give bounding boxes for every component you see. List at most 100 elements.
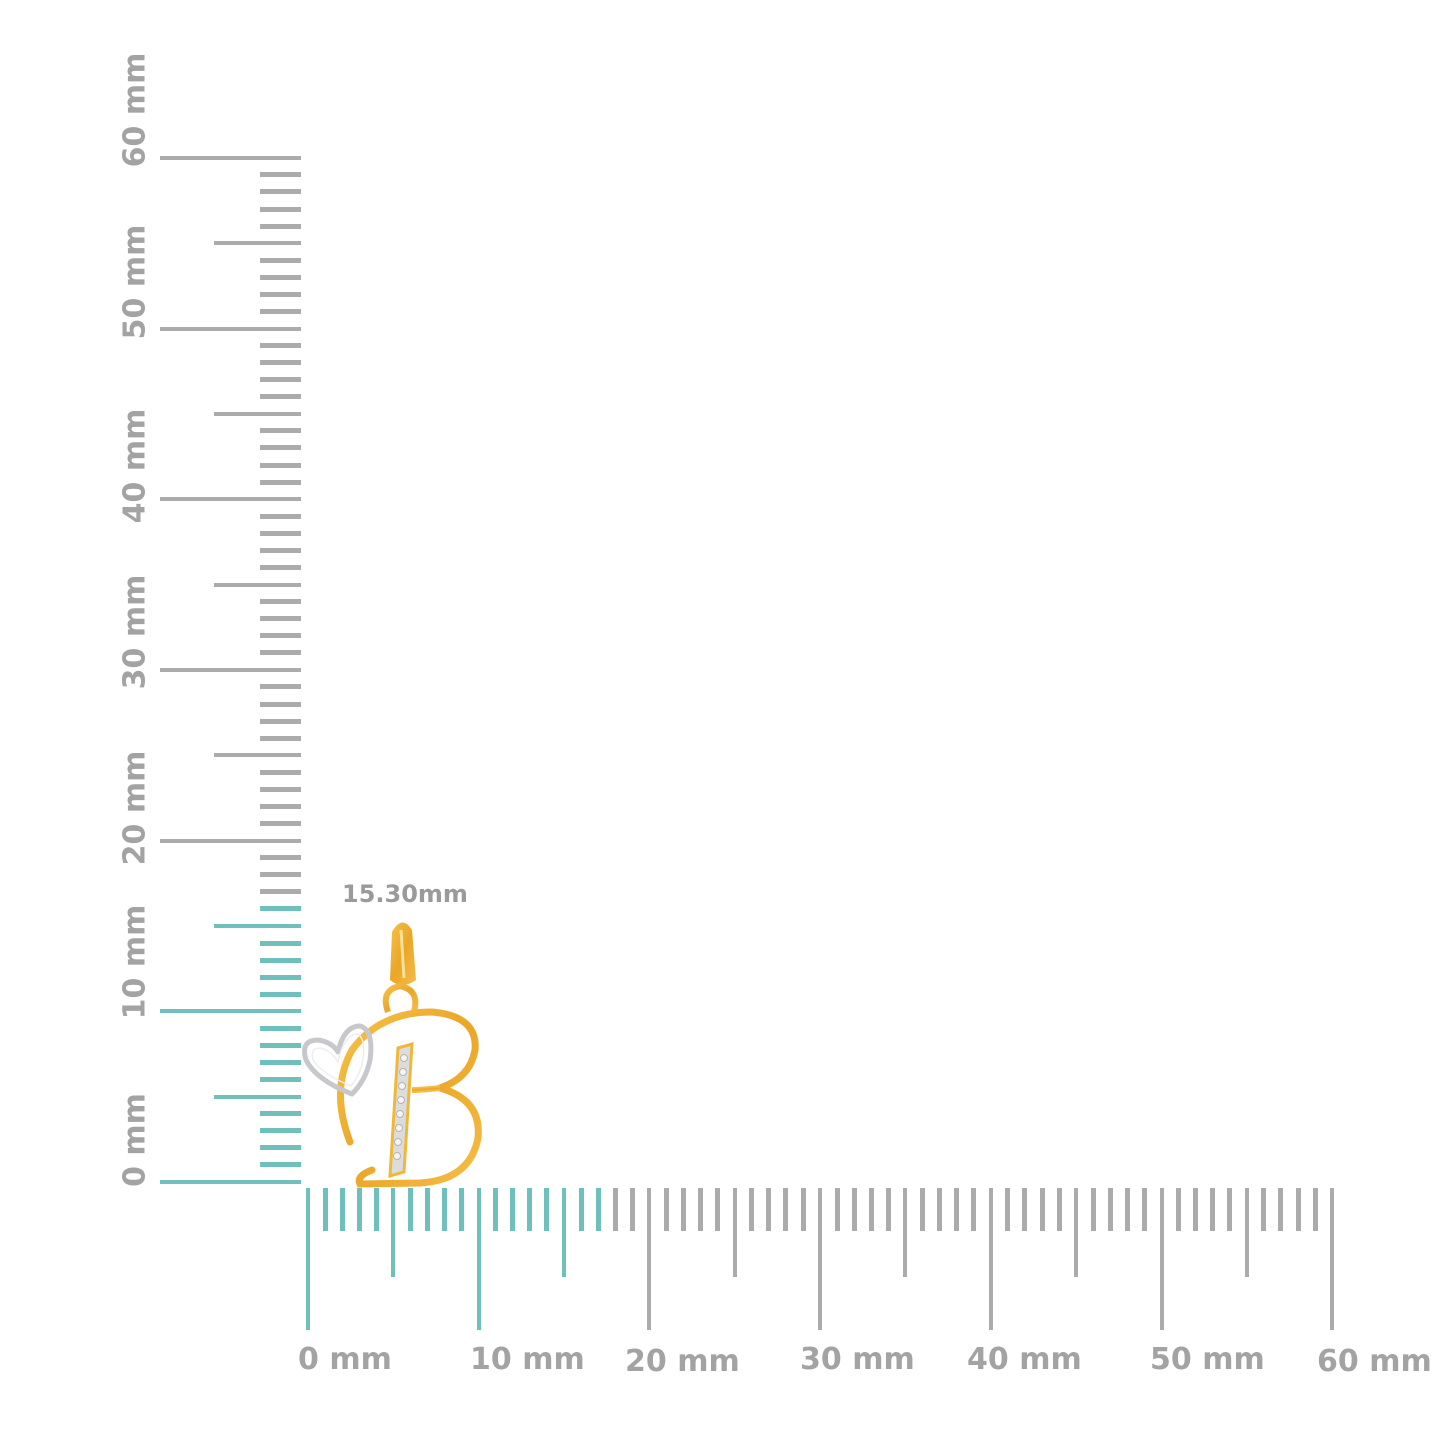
horizontal-tick-17mm: [595, 1188, 601, 1231]
horizontal-tick-28mm: [783, 1188, 789, 1231]
vertical-tick-34mm: [260, 599, 301, 605]
horizontal-tick-1mm: [322, 1188, 328, 1231]
heart-charm: [302, 1023, 374, 1097]
vertical-tick-22mm: [260, 803, 301, 809]
horizontal-tick-57mm: [1278, 1188, 1284, 1231]
vertical-tick-32mm: [260, 633, 301, 639]
vertical-tick-16mm: [260, 906, 301, 912]
vertical-tick-39mm: [260, 513, 301, 519]
horizontal-tick-58mm: [1295, 1188, 1301, 1231]
horizontal-label-40: 40 mm: [967, 1342, 1082, 1377]
vertical-tick-56mm: [260, 223, 301, 229]
size-measurement-label: 15.30mm: [342, 880, 468, 908]
vertical-tick-54mm: [260, 257, 301, 263]
vertical-tick-35mm: [214, 582, 301, 587]
vertical-tick-25mm: [214, 753, 301, 758]
vertical-tick-10mm: [160, 1009, 301, 1014]
horizontal-tick-41mm: [1005, 1188, 1011, 1231]
horizontal-tick-56mm: [1261, 1188, 1267, 1231]
horizontal-tick-12mm: [510, 1188, 516, 1231]
horizontal-tick-24mm: [715, 1188, 721, 1231]
vertical-tick-38mm: [260, 530, 301, 536]
horizontal-tick-54mm: [1227, 1188, 1233, 1231]
horizontal-tick-5mm: [391, 1188, 396, 1277]
vertical-tick-14mm: [260, 940, 301, 946]
horizontal-tick-46mm: [1090, 1188, 1096, 1231]
bail: [382, 922, 419, 1014]
horizontal-tick-55mm: [1244, 1188, 1249, 1277]
horizontal-tick-50mm: [1159, 1188, 1164, 1330]
vertical-tick-4mm: [260, 1111, 301, 1117]
vertical-tick-24mm: [260, 769, 301, 775]
horizontal-tick-2mm: [339, 1188, 345, 1231]
horizontal-tick-32mm: [851, 1188, 857, 1231]
vertical-tick-19mm: [260, 855, 301, 861]
vertical-tick-47mm: [260, 377, 301, 383]
horizontal-tick-20mm: [647, 1188, 652, 1330]
horizontal-tick-51mm: [1176, 1188, 1182, 1231]
horizontal-label-0: 0 mm: [298, 1342, 392, 1377]
vertical-tick-48mm: [260, 360, 301, 366]
horizontal-tick-53mm: [1210, 1188, 1216, 1231]
horizontal-tick-16mm: [578, 1188, 584, 1231]
vertical-tick-36mm: [260, 564, 301, 570]
vertical-tick-29mm: [260, 684, 301, 690]
vertical-tick-33mm: [260, 616, 301, 622]
horizontal-tick-45mm: [1074, 1188, 1079, 1277]
horizontal-tick-26mm: [749, 1188, 755, 1231]
horizontal-label-10: 10 mm: [470, 1342, 585, 1377]
horizontal-tick-8mm: [442, 1188, 448, 1231]
horizontal-tick-40mm: [988, 1188, 993, 1330]
horizontal-tick-13mm: [527, 1188, 533, 1231]
vertical-tick-50mm: [160, 326, 301, 331]
horizontal-tick-44mm: [1056, 1188, 1062, 1231]
vertical-tick-51mm: [260, 308, 301, 314]
horizontal-tick-15mm: [562, 1188, 567, 1277]
horizontal-tick-11mm: [493, 1188, 499, 1231]
vertical-tick-45mm: [214, 411, 301, 416]
horizontal-tick-43mm: [1039, 1188, 1045, 1231]
vertical-tick-41mm: [260, 479, 301, 485]
vertical-tick-21mm: [260, 821, 301, 827]
horizontal-tick-4mm: [373, 1188, 379, 1231]
horizontal-tick-14mm: [544, 1188, 550, 1231]
vertical-tick-2mm: [260, 1145, 301, 1151]
vertical-tick-55mm: [214, 241, 301, 246]
vertical-tick-23mm: [260, 786, 301, 792]
horizontal-tick-31mm: [834, 1188, 840, 1231]
horizontal-tick-39mm: [971, 1188, 977, 1231]
horizontal-tick-38mm: [954, 1188, 960, 1231]
horizontal-label-30: 30 mm: [800, 1342, 915, 1377]
vertical-tick-12mm: [260, 974, 301, 980]
horizontal-tick-60mm: [1330, 1188, 1335, 1330]
horizontal-tick-59mm: [1312, 1188, 1318, 1231]
horizontal-tick-29mm: [800, 1188, 806, 1231]
horizontal-tick-19mm: [629, 1188, 635, 1231]
vertical-tick-31mm: [260, 650, 301, 656]
horizontal-tick-7mm: [424, 1188, 430, 1231]
vertical-tick-18mm: [260, 872, 301, 878]
vertical-tick-46mm: [260, 394, 301, 400]
vertical-tick-8mm: [260, 1042, 301, 1048]
horizontal-tick-25mm: [732, 1188, 737, 1277]
horizontal-tick-9mm: [459, 1188, 465, 1231]
horizontal-tick-52mm: [1193, 1188, 1199, 1231]
horizontal-label-50: 50 mm: [1150, 1342, 1265, 1377]
vertical-tick-59mm: [260, 172, 301, 178]
vertical-tick-58mm: [260, 189, 301, 195]
horizontal-tick-37mm: [937, 1188, 943, 1231]
horizontal-tick-27mm: [766, 1188, 772, 1231]
vertical-tick-3mm: [260, 1128, 301, 1134]
vertical-tick-9mm: [260, 1025, 301, 1031]
vertical-tick-20mm: [160, 838, 301, 843]
vertical-tick-15mm: [214, 923, 301, 928]
letter-b: [337, 1008, 482, 1188]
horizontal-label-20: 20 mm: [625, 1344, 740, 1379]
horizontal-tick-33mm: [868, 1188, 874, 1231]
vertical-tick-0mm: [160, 1180, 301, 1184]
vertical-tick-53mm: [260, 274, 301, 280]
vertical-tick-17mm: [260, 889, 301, 895]
vertical-tick-43mm: [260, 445, 301, 451]
horizontal-tick-48mm: [1124, 1188, 1130, 1231]
horizontal-label-60: 60 mm: [1317, 1344, 1432, 1379]
